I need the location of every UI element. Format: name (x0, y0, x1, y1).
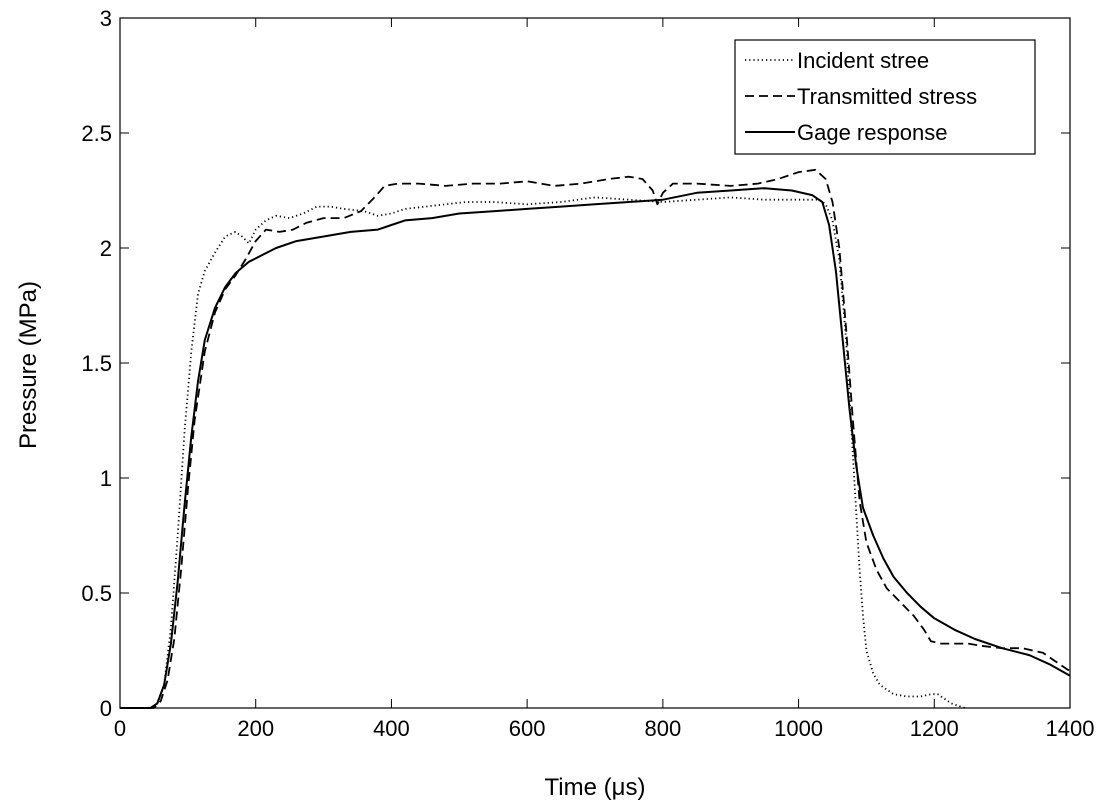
legend-label-3: Gage response (797, 120, 947, 145)
y-tick-label: 2 (100, 236, 112, 261)
x-tick-label: 1200 (910, 716, 959, 741)
legend-label-1: Incident stree (797, 48, 929, 73)
legend: Incident stree Transmitted stress Gage res… (734, 39, 1036, 155)
y-tick-label: 2.5 (81, 121, 112, 146)
series-layer (120, 168, 1071, 709)
series-line-3 (120, 187, 1071, 709)
x-tick-label: 200 (237, 716, 274, 741)
x-tick-label: 1400 (1046, 716, 1095, 741)
x-axis-title: Time (μs) (545, 774, 646, 801)
y-tick-label: 0 (100, 696, 112, 721)
legend-box (734, 39, 1036, 155)
y-tick-label: 1 (100, 466, 112, 491)
x-tick-label: 800 (644, 716, 681, 741)
legend-label-2: Transmitted stress (797, 84, 977, 109)
x-tick-label: 400 (373, 716, 410, 741)
x-tick-label: 600 (509, 716, 546, 741)
legend-items: Incident stree Transmitted stress Gage res… (745, 48, 977, 145)
y-tick-label: 3 (100, 6, 112, 31)
y-tick-label: 0.5 (81, 581, 112, 606)
y-tick-label: 1.5 (81, 351, 112, 376)
series-line-2 (120, 168, 1071, 709)
y-axis-title: Pressure (MPa) (15, 281, 42, 449)
ticks-layer: 0 200 400 600 800 1000 1200 1400 0 0.5 1 1.5 2 2.5 3 (81, 6, 1094, 741)
x-tick-label: 1000 (774, 716, 823, 741)
series-line-1 (120, 196, 966, 709)
x-tick-label: 0 (114, 716, 126, 741)
